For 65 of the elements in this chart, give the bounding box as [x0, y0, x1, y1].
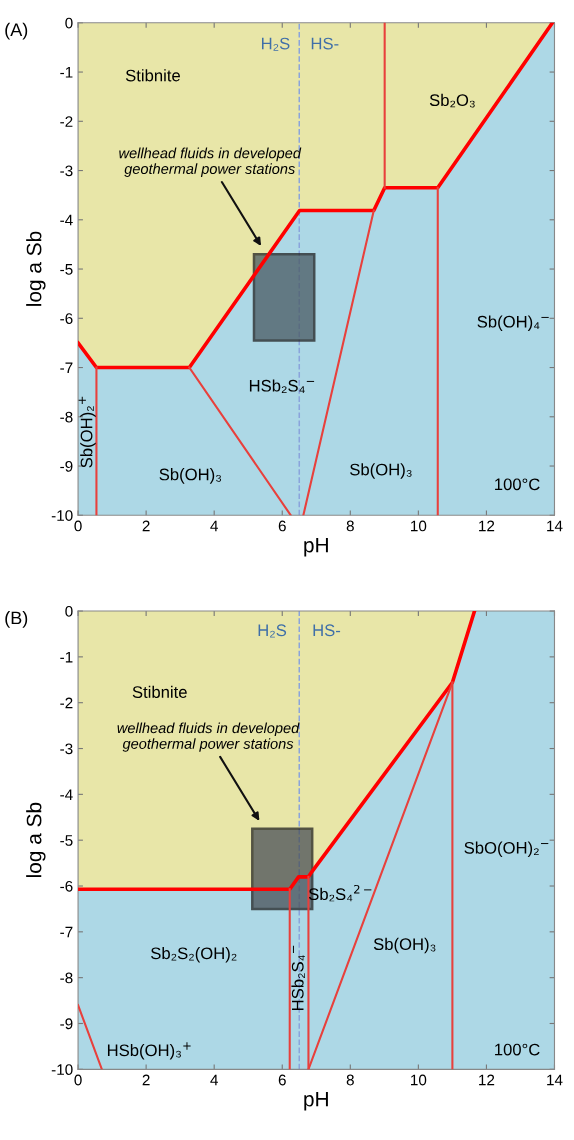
annotation: HSb₂S₄$^{−}$ [291, 945, 305, 1010]
annotation: 100°C [495, 1043, 540, 1056]
x-tick-label: 12 [479, 1074, 495, 1086]
y-tick-label: 0 [65, 17, 73, 29]
x-axis-title: pH [304, 537, 328, 557]
annotation: H₂S [258, 624, 287, 638]
annotation: HS- [313, 624, 341, 637]
annotation: Sb₂S₂(OH)₂ [151, 946, 237, 963]
annotation: HSb₂S₄$^{−}$ [249, 379, 315, 393]
annotation: Sb₂O₃ [429, 93, 475, 108]
y-tick-label: 0 [65, 605, 73, 617]
annotation: Sb(OH)₃ [159, 468, 222, 484]
annotation: 100°C [495, 478, 540, 491]
x-tick-label: 4 [210, 520, 218, 532]
x-tick-label: 10 [411, 1074, 427, 1086]
x-tick-label: 8 [346, 1074, 354, 1086]
y-tick-label: -7 [60, 362, 73, 374]
x-tick-label: 0 [74, 1074, 82, 1086]
x-tick-label: 12 [479, 520, 495, 532]
chart-title: (A) [5, 22, 28, 40]
y-tick-label: -10 [51, 510, 73, 521]
y-tick-label: -5 [60, 264, 73, 275]
y-tick-label: -2 [60, 116, 73, 127]
x-tick-label: 8 [346, 520, 354, 532]
x-tick-label: 2 [142, 1074, 150, 1086]
annotation: Sb(OH)₂$^{+}$ [78, 396, 96, 468]
annotation: Sb(OH)₄$^{−}$ [477, 315, 549, 331]
x-tick-label: 2 [142, 520, 150, 532]
annotation: SbO(OH)₂$^{−}$ [464, 841, 549, 858]
y-tick-label: -6 [60, 313, 73, 324]
x-tick-label: 6 [278, 520, 286, 532]
y-tick-label: -9 [60, 1018, 73, 1030]
text: wellhead fluids in developed geothermal power stations [117, 722, 300, 752]
x-tick-label: 10 [411, 520, 427, 532]
y-tick-label: -3 [60, 743, 73, 755]
y-tick-label: -3 [60, 165, 73, 177]
x-tick-label: 14 [547, 520, 563, 532]
y-tick-label: -10 [51, 1064, 73, 1076]
annotation: HS- [311, 37, 339, 50]
annotation: Stibnite [125, 69, 180, 82]
y-tick-label: -8 [60, 972, 73, 984]
x-tick-label: 14 [547, 1074, 563, 1086]
y-tick-label: -1 [60, 651, 73, 663]
annotation: HSb(OH)₃$^{+}$ [107, 1042, 191, 1060]
y-tick-label: -8 [60, 411, 73, 423]
x-tick-label: 4 [210, 1074, 218, 1086]
y-tick-label: -9 [60, 460, 73, 472]
y-tick-label: -5 [60, 835, 73, 846]
annotation: Sb(OH)₃ [350, 463, 412, 479]
y-tick-label: -1 [60, 67, 73, 78]
x-tick-label: 6 [278, 1074, 286, 1086]
y-axis-title: log a Sb [26, 802, 46, 877]
y-tick-label: -4 [60, 214, 73, 226]
y-tick-label: -2 [60, 697, 73, 709]
y-tick-label: -4 [60, 789, 73, 800]
annotation: Stibnite [132, 685, 187, 698]
text: wellhead fluids in developed geothermal power stations [119, 147, 302, 177]
y-tick-label: -7 [60, 926, 73, 938]
chart-title: (B) [5, 611, 28, 628]
x-tick-label: 0 [74, 520, 82, 532]
y-axis-title: log a Sb [26, 231, 46, 306]
annotation: Sb(OH)₃ [373, 937, 436, 954]
y-tick-label: -6 [60, 880, 73, 892]
x-axis-title: pH [304, 1091, 328, 1111]
annotation: H₂S [261, 37, 290, 51]
